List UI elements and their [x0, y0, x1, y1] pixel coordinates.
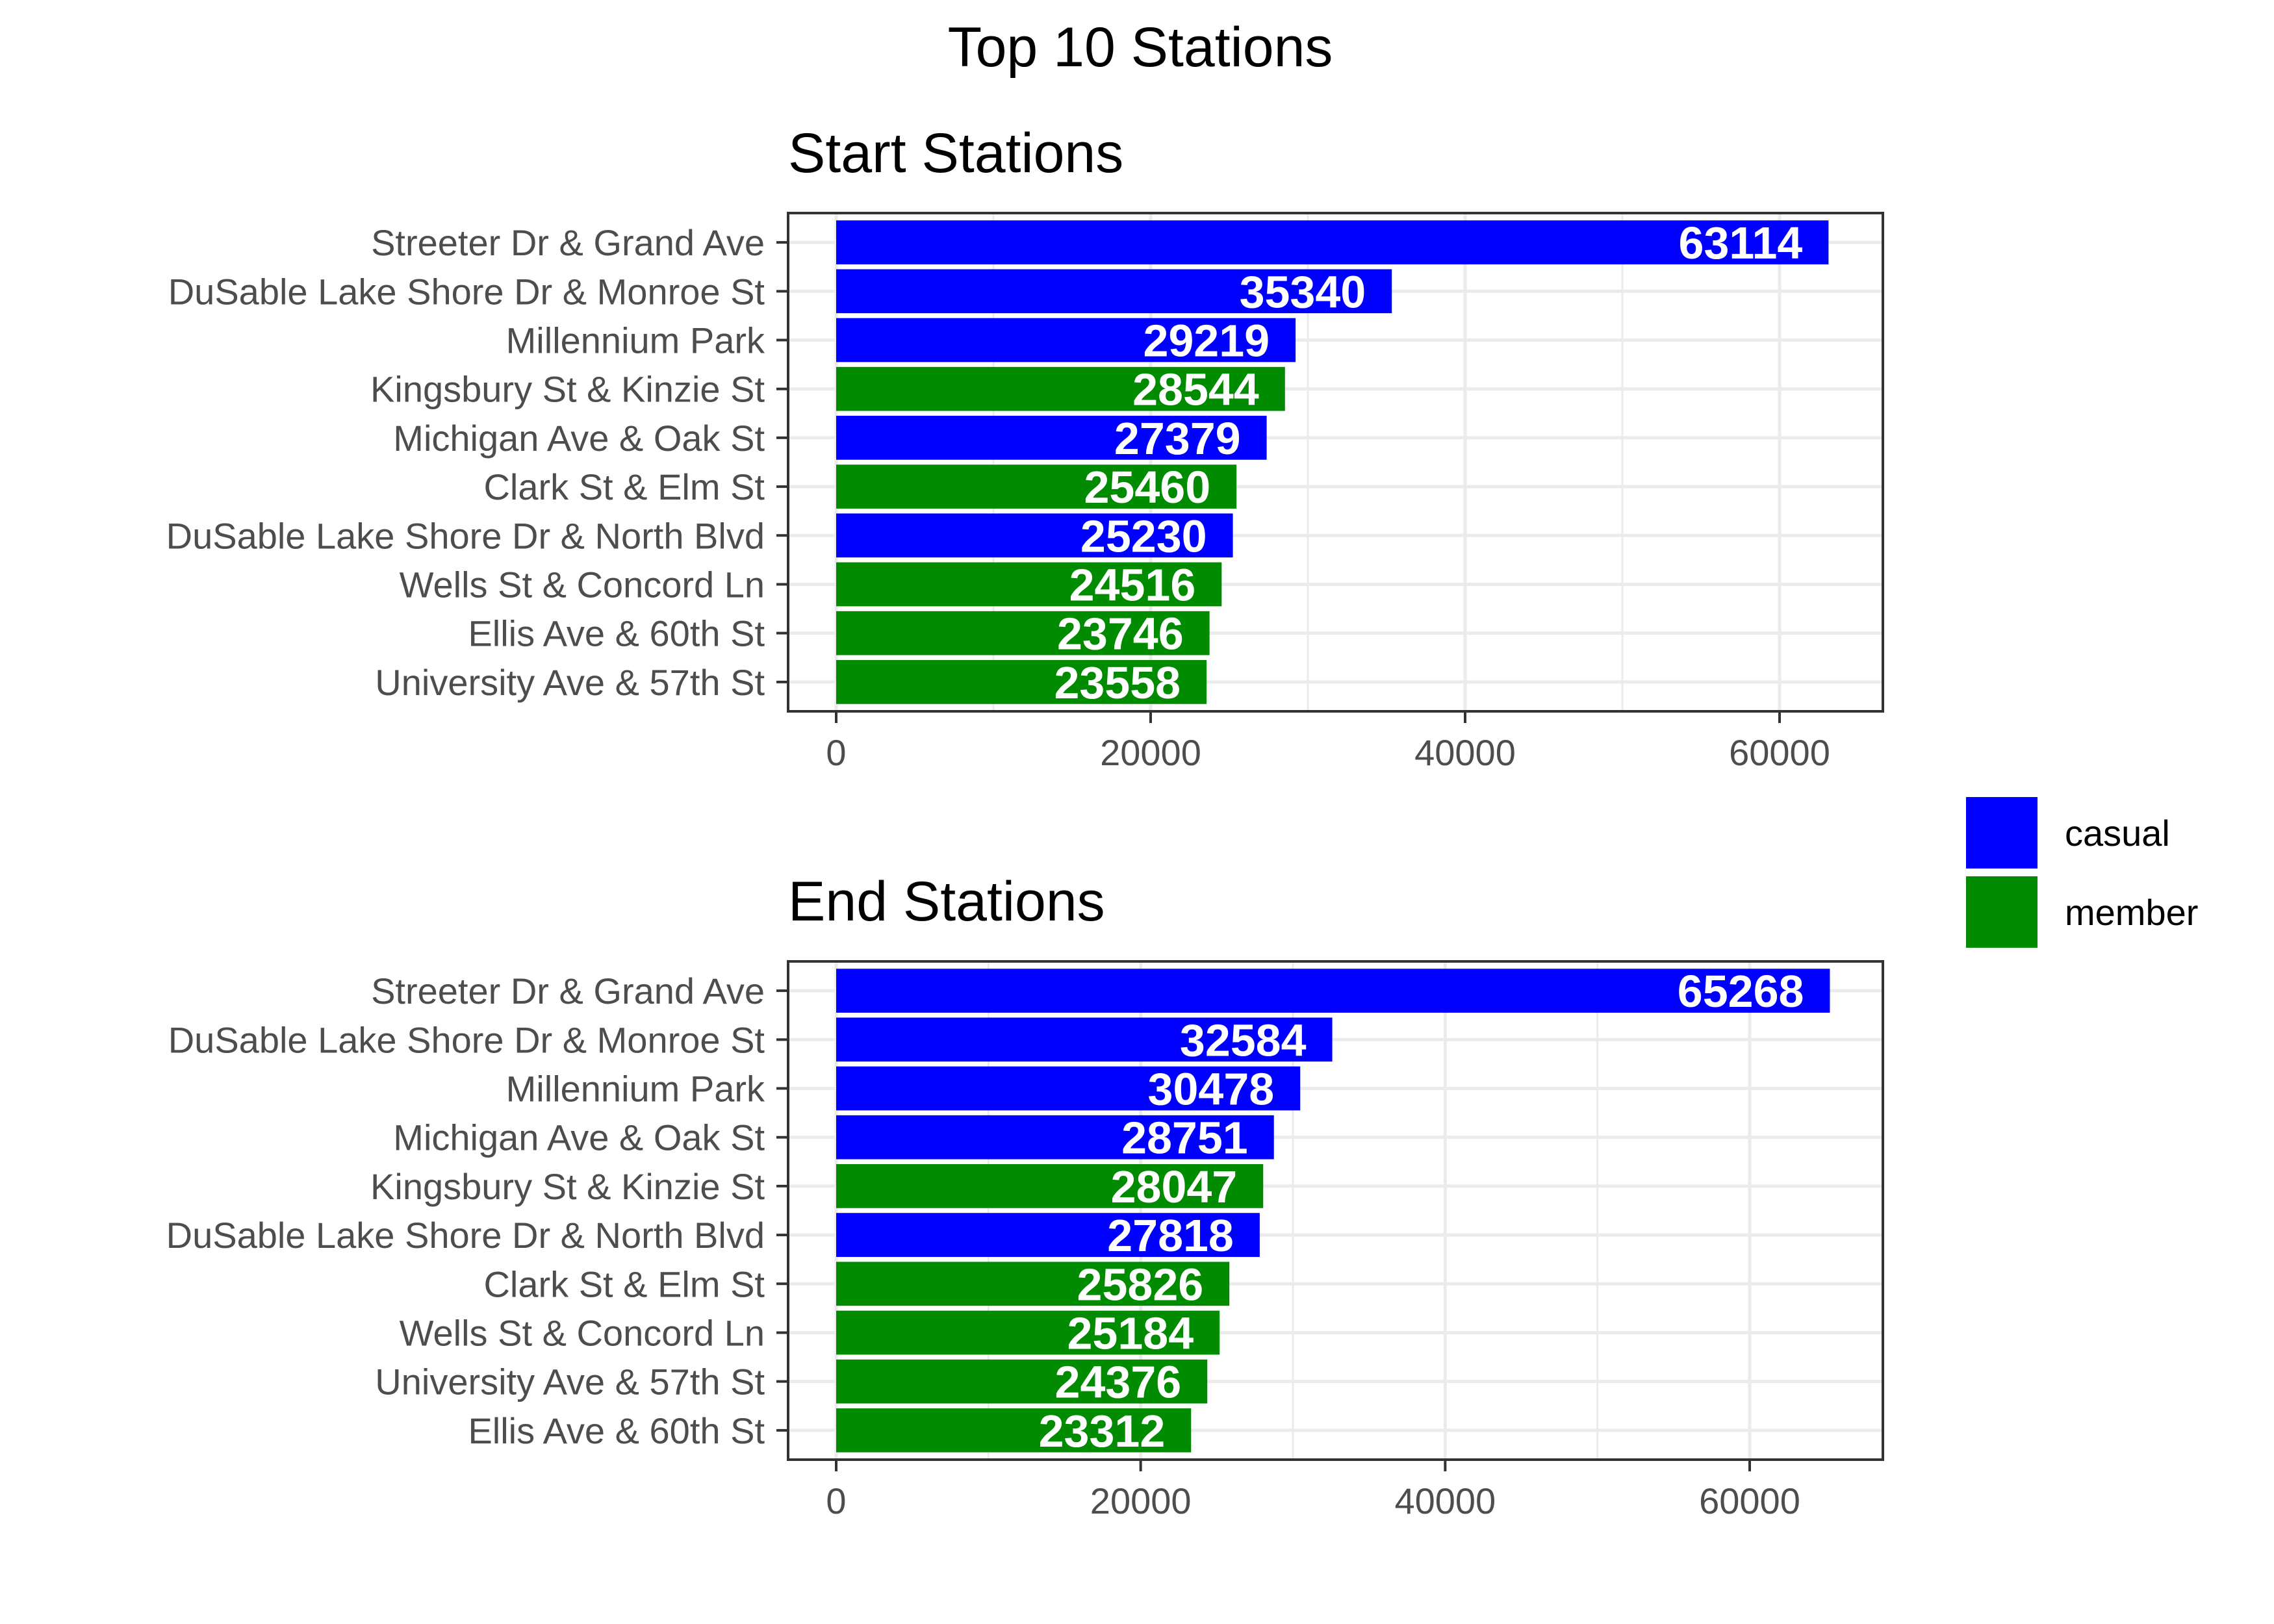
panel-2: End Stations 65268 Streeter Dr & Grand Ave…	[166, 870, 1884, 1521]
panel-title: End Stations	[788, 870, 1105, 933]
bar-value-label: 32584	[1180, 1015, 1307, 1065]
panels: Start Stations 63114 Streeter Dr & Grand A…	[166, 122, 1884, 1521]
bar-value-label: 25184	[1067, 1308, 1194, 1358]
bar-value-label: 29219	[1143, 316, 1270, 366]
category-label: Wells St & Concord Ln	[400, 564, 765, 605]
category-label: Michigan Ave & Oak St	[393, 1117, 765, 1158]
bar-value-label: 65268	[1678, 966, 1804, 1017]
legend-key-casual	[1966, 797, 2038, 869]
category-label: Millennium Park	[506, 1069, 765, 1110]
panel-border	[787, 212, 1884, 713]
category-label: Millennium Park	[506, 320, 765, 361]
bar	[836, 1164, 1264, 1208]
x-tick-label: 60000	[1699, 1480, 1800, 1521]
bar	[836, 1310, 1220, 1355]
bar-value-label: 23558	[1054, 657, 1181, 708]
bar-value-label: 30478	[1148, 1064, 1275, 1115]
category-label: Kingsbury St & Kinzie St	[370, 1166, 765, 1207]
legend: casual member	[1966, 797, 2198, 948]
bar	[836, 464, 1237, 509]
bar-value-label: 25230	[1080, 511, 1207, 561]
category-label: Clark St & Elm St	[483, 1263, 765, 1304]
bar-value-label: 24376	[1055, 1357, 1182, 1408]
category-label: DuSable Lake Shore Dr & North Blvd	[166, 1215, 765, 1256]
category-label: University Ave & 57th St	[375, 1362, 765, 1402]
bar-value-label: 27818	[1107, 1210, 1234, 1261]
category-label: Clark St & Elm St	[483, 466, 765, 507]
x-tick-label: 40000	[1394, 1480, 1496, 1521]
category-label: DuSable Lake Shore Dr & Monroe St	[168, 1019, 765, 1060]
bar-value-label: 63114	[1679, 218, 1803, 268]
x-tick-label: 20000	[1100, 732, 1201, 773]
x-tick-label: 0	[826, 1480, 846, 1521]
bar	[836, 1213, 1260, 1257]
panel-border	[787, 960, 1884, 1461]
category-label: Ellis Ave & 60th St	[468, 1410, 765, 1451]
bar	[836, 1359, 1208, 1404]
panel-1: Start Stations 63114 Streeter Dr & Grand A…	[166, 122, 1884, 773]
bar	[836, 562, 1222, 607]
bar	[836, 611, 1210, 655]
legend-label-casual: casual	[2065, 813, 2170, 854]
category-label: Wells St & Concord Ln	[400, 1312, 765, 1353]
legend-key-member	[1966, 876, 2038, 948]
legend-label-member: member	[2065, 892, 2198, 933]
bar	[836, 269, 1392, 314]
category-label: University Ave & 57th St	[375, 662, 765, 703]
panel-title: Start Stations	[788, 122, 1123, 184]
category-label: Kingsbury St & Kinzie St	[370, 369, 765, 410]
category-label: Ellis Ave & 60th St	[468, 613, 765, 654]
bar-value-label: 28751	[1121, 1113, 1248, 1163]
category-label: Streeter Dr & Grand Ave	[371, 222, 765, 263]
category-label: Streeter Dr & Grand Ave	[371, 971, 765, 1011]
x-tick-label: 40000	[1414, 732, 1516, 773]
bar	[836, 513, 1233, 558]
bar	[836, 366, 1285, 411]
bar	[836, 318, 1296, 362]
bar-value-label: 28047	[1111, 1161, 1238, 1212]
bar	[836, 969, 1830, 1013]
bar	[836, 1408, 1192, 1453]
bar	[836, 1066, 1301, 1111]
bar	[836, 416, 1267, 460]
figure-title: Top 10 Stations	[948, 16, 1333, 79]
bar	[836, 1262, 1230, 1306]
bar-value-label: 25460	[1084, 462, 1210, 513]
bar	[836, 660, 1207, 704]
bar-value-label: 35340	[1240, 266, 1366, 317]
x-tick-label: 60000	[1729, 732, 1830, 773]
bar	[836, 1017, 1333, 1062]
bar-value-label: 27379	[1114, 413, 1241, 464]
category-label: DuSable Lake Shore Dr & Monroe St	[168, 271, 765, 312]
bar	[836, 1115, 1274, 1160]
bar-value-label: 25826	[1077, 1259, 1204, 1310]
bar-value-label: 23312	[1039, 1406, 1166, 1456]
category-label: DuSable Lake Shore Dr & North Blvd	[166, 515, 765, 556]
category-label: Michigan Ave & Oak St	[393, 418, 765, 459]
bar-value-label: 28544	[1132, 364, 1259, 415]
bar-value-label: 24516	[1069, 559, 1196, 610]
bar-value-label: 23746	[1057, 609, 1184, 659]
x-tick-label: 20000	[1090, 1480, 1192, 1521]
x-tick-label: 0	[826, 732, 846, 773]
bar	[836, 220, 1829, 264]
